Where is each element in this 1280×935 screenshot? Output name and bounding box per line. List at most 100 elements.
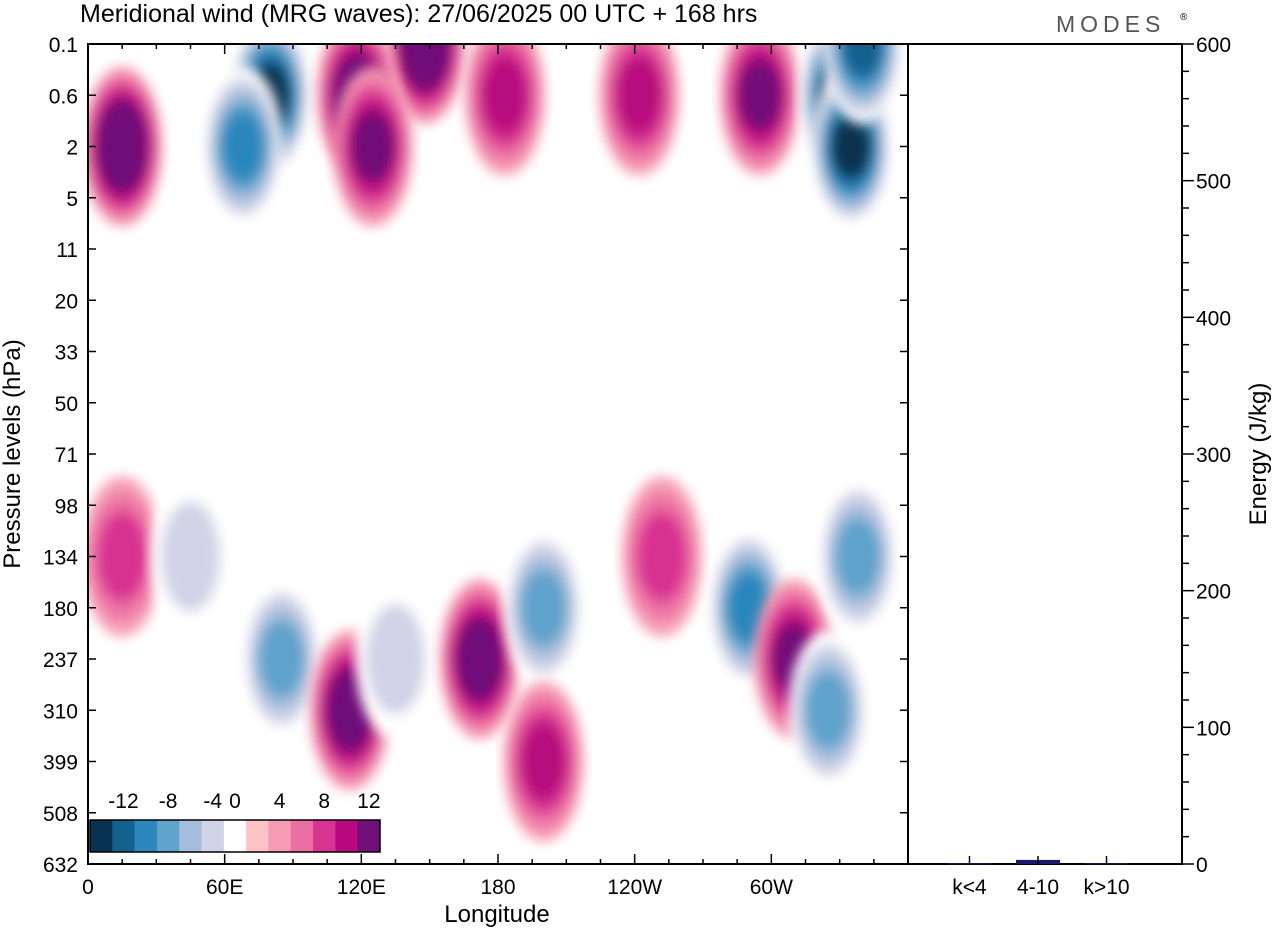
contour-band [102, 116, 142, 177]
x-tick-label: 60W [750, 876, 793, 899]
y-axis-label: Pressure levels (hPa) [0, 339, 26, 568]
y-tick-label: 237 [43, 649, 78, 672]
colorbar-label: -4 [203, 790, 222, 813]
colorbar-swatch [201, 820, 225, 852]
contour-feature [88, 476, 163, 637]
x-tick-label: 120W [607, 876, 662, 899]
contour-band [459, 626, 500, 692]
heatmap-plot: 0.1 0.6 2 5 11 20 33 50 71 98 134 180 237 310 399 508 63… [0, 34, 909, 928]
energy-tick-label: 500 [1196, 171, 1231, 194]
contour-feature [439, 579, 520, 739]
y-tick-label: 310 [43, 700, 78, 723]
colorbar-label: 12 [357, 790, 380, 813]
contour-band [258, 620, 305, 698]
colorbar-frame [89, 819, 381, 853]
colorbar-label: -8 [159, 790, 178, 813]
contour-feature [719, 44, 800, 176]
energy-category-label: 4-10 [1017, 876, 1059, 899]
energy-tick-label: 100 [1196, 717, 1231, 740]
contour-band [520, 569, 567, 647]
y-tick-label: 134 [43, 547, 78, 570]
energy-axis: 0 100 200 300 400 500 600 [1182, 34, 1231, 877]
x-axis-label: Longitude [444, 901, 549, 928]
contour-band [97, 511, 148, 602]
x-tick-label: 0 [82, 876, 94, 899]
contour-field [88, 44, 903, 842]
y-tick-label: 2 [66, 137, 78, 160]
y-tick-label: 508 [43, 803, 78, 826]
y-tick-label: 180 [43, 598, 78, 621]
longitude-axis: 0 60E 120E 180 120W 60W [82, 44, 909, 899]
colorbar-swatch [156, 820, 180, 852]
contour-band [738, 60, 782, 131]
energy-category-label: k>10 [1083, 876, 1129, 899]
pressure-axis: 0.1 0.6 2 5 11 20 33 50 71 98 134 180 237 310 399 508 63… [43, 34, 908, 877]
energy-tick-label: 200 [1196, 581, 1231, 604]
colorbar-label: 8 [318, 790, 330, 813]
y-tick-label: 50 [55, 393, 78, 416]
energy-category-label: k<4 [952, 876, 987, 899]
colorbar-label: -12 [108, 790, 138, 813]
contour-feature [355, 579, 436, 739]
contour-feature [464, 44, 545, 176]
contour-band [636, 511, 688, 602]
energy-frame [907, 43, 1183, 865]
colorbar-swatch [335, 820, 359, 852]
contour-band [842, 44, 883, 77]
contour-feature [503, 527, 584, 688]
contour-band [616, 56, 662, 134]
y-tick-label: 71 [55, 444, 78, 467]
modes-brand: MODES [1056, 11, 1165, 37]
contour-feature [622, 476, 702, 637]
modes-logo: MODES ® [1056, 11, 1188, 37]
contour-feature [788, 630, 869, 791]
colorbar-swatch [134, 820, 158, 852]
energy-bars: k<4 4-10 k>10 [947, 856, 1130, 899]
energy-tick-label: 400 [1196, 307, 1231, 330]
contour-band [221, 111, 264, 182]
y-tick-label: 632 [43, 854, 78, 877]
colorbar: -12 -8 -4 0 4 8 12 [89, 790, 381, 853]
contour-band [835, 517, 881, 596]
modes-brand-mark: ® [1180, 12, 1188, 23]
chart-title: Meridional wind (MRG waves): 27/06/2025 … [80, 0, 757, 28]
contour-band [831, 116, 871, 177]
energy-tick-label: 0 [1196, 854, 1208, 877]
colorbar-swatch [290, 820, 314, 852]
colorbar-swatch [313, 820, 336, 852]
contour-feature [150, 476, 231, 637]
contour-feature [88, 66, 163, 227]
y-tick-label: 98 [55, 495, 78, 518]
colorbar-swatch [179, 820, 203, 852]
y-tick-label: 20 [55, 290, 78, 313]
x-tick-label: 60E [206, 876, 243, 899]
energy-plot: k<4 4-10 k>10 0 100 200 300 400 500 600 Energy (… [907, 34, 1272, 899]
colorbar-swatch [357, 820, 381, 852]
contour-band [482, 56, 528, 134]
contour-band [405, 44, 445, 75]
colorbar-swatch [246, 820, 269, 852]
contour-band [520, 722, 567, 801]
energy-tick-label: 300 [1196, 444, 1231, 467]
contour-feature [822, 44, 903, 124]
colorbar-label: 0 [229, 790, 241, 813]
contour-feature [332, 66, 413, 227]
contour-feature [202, 66, 283, 227]
y-tick-label: 0.6 [49, 85, 78, 108]
y-tick-label: 5 [66, 188, 78, 211]
colorbar-swatch [223, 820, 247, 852]
contour-band [160, 501, 221, 612]
y-tick-label: 399 [43, 752, 78, 775]
x-tick-label: 180 [480, 876, 515, 899]
contour-feature [385, 44, 466, 124]
contour-feature [817, 476, 898, 637]
x-tick-label: 120E [337, 876, 386, 899]
energy-axis-label: Energy (J/kg) [1245, 383, 1272, 526]
contour-band [365, 603, 426, 715]
y-tick-label: 0.1 [49, 34, 78, 57]
colorbar-swatch [90, 820, 113, 852]
contour-feature [599, 44, 680, 176]
contour-band [351, 111, 394, 182]
y-tick-label: 33 [55, 342, 78, 365]
